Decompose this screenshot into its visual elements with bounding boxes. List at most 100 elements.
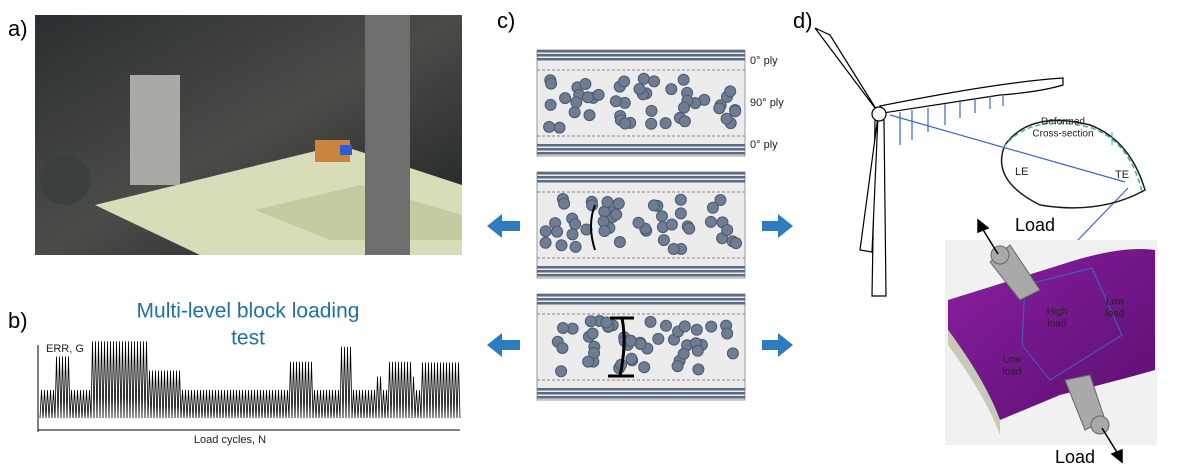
fiber [684,223,695,234]
annotation: load [1106,309,1125,320]
fiber [556,366,567,377]
fiber [625,335,636,346]
fiber [540,226,551,237]
fiber [570,241,581,252]
fiber [675,194,686,205]
fiber [715,195,726,206]
ply-stripe [537,144,745,147]
ply-stripe [537,270,745,273]
fiber [658,235,669,246]
ply-stripe [537,50,745,53]
waveform [40,341,460,418]
fiber [714,103,725,114]
ply-stripe [537,392,745,395]
annotation: load [1048,319,1067,330]
fiber [552,226,563,237]
fiber [602,197,613,208]
fiber [657,211,668,222]
annotation: Low [1003,355,1022,366]
fiber [722,328,733,339]
fiber [679,116,690,127]
fiber [648,200,659,211]
annotation: load [1003,367,1022,378]
fiber [560,93,571,104]
ply-stripe [537,176,745,179]
fiber [634,84,645,95]
ply-stripe [537,302,745,305]
annotation: High [1047,307,1068,318]
fiber [706,321,717,332]
fiber [666,84,677,95]
photo [35,15,462,255]
fiber [692,345,703,356]
panel-label: c) [497,8,515,33]
panel-label: d) [793,8,813,33]
annotation: Cross-section [1032,129,1093,140]
fiber [559,198,570,209]
fiber [660,118,671,129]
ply-stripe [537,388,745,391]
fiber [567,229,578,240]
fiber [583,356,594,367]
fiber [620,118,631,129]
annotation: Load [1015,215,1055,235]
fiber [725,86,736,97]
fiber [646,118,657,129]
fiber [731,238,742,249]
fiber [668,244,679,255]
fiber [587,200,598,211]
panel-label: a) [8,16,28,41]
ply-stripe [537,294,745,297]
fiber [691,324,702,335]
fiber [569,107,580,118]
fiber [587,328,598,339]
ply-stripe [537,180,745,183]
fiber [727,348,738,359]
fiber [721,113,732,124]
fiber [584,110,595,121]
fiber [675,208,686,219]
ply-stripe [537,266,745,269]
laminates [537,50,745,400]
ply-stripe [537,172,745,175]
ply-stripe [537,148,745,151]
panel-label: b) [8,308,28,333]
fiber [653,333,664,344]
fiber [610,96,621,107]
fiber [582,92,593,103]
fiber [645,316,656,327]
ply-stripe [537,274,745,277]
figure: a) b) Multi-level block loading test ERR… [0,0,1190,468]
ply-stripe [537,298,745,301]
fiber [678,74,689,85]
fiber [570,219,581,230]
fiber [554,122,565,133]
fiber [722,225,733,236]
fiber [639,362,650,373]
fiber [540,237,551,248]
fiber [585,316,596,327]
fiber [544,121,555,132]
fiber [571,97,582,108]
fiber [679,321,690,332]
annotation: TE [1115,169,1129,181]
ply-stripe [537,58,745,61]
fiber [611,209,622,220]
fiber [678,348,689,359]
ply-label: 90° ply [750,97,784,109]
ply-stripe [537,54,745,57]
fiber [649,76,660,87]
chart-title: test [231,327,265,350]
fiber [705,216,716,227]
ply-label: 0° ply [750,55,778,67]
load-signal [40,341,460,418]
fiber [666,219,677,230]
annotation: Deformed [1041,117,1085,128]
fiber [679,102,690,113]
annotation: Load [1055,447,1095,467]
chart-title: Multi-level block loading [137,300,360,323]
fiber [558,323,569,334]
fiber [619,76,630,87]
ply-label: 0° ply [750,139,778,151]
fiber [626,353,637,364]
